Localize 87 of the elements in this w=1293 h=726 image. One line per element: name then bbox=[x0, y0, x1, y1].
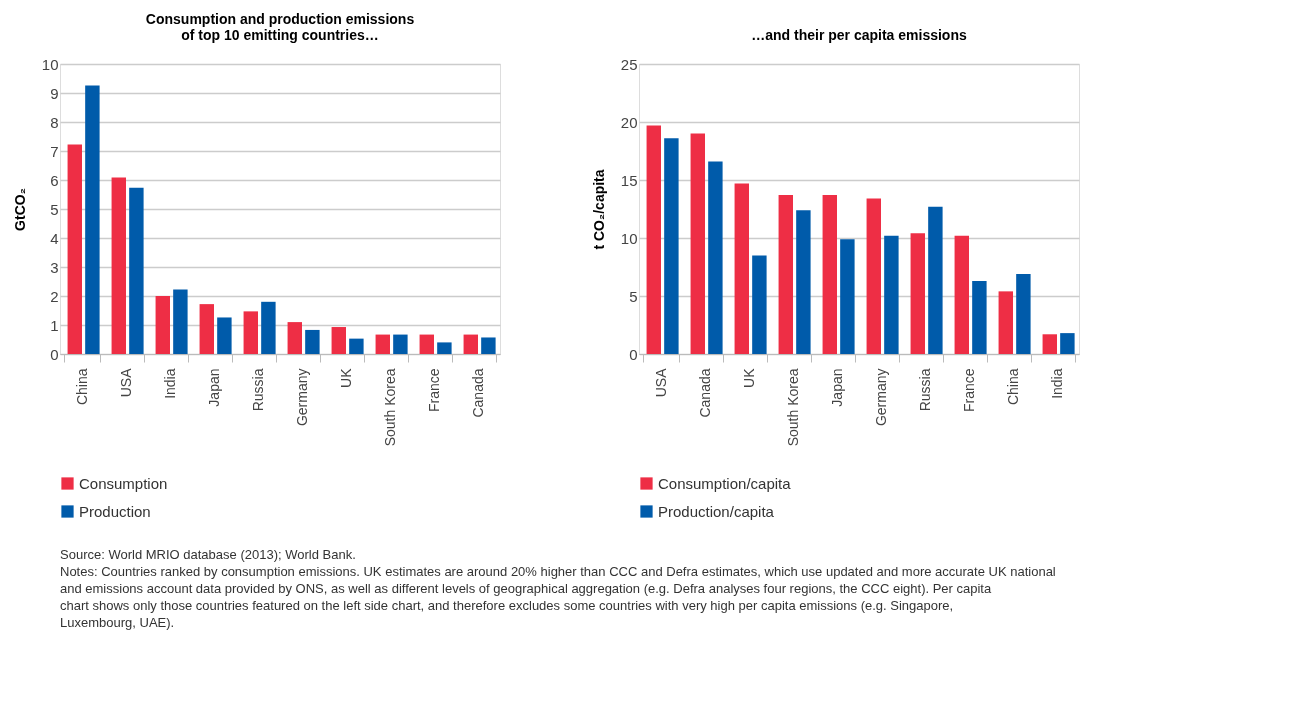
y-tick-label: 7 bbox=[50, 142, 59, 160]
chart-title: Consumption and production emissions of top 10 emitting countries… bbox=[145, 11, 415, 43]
x-tick-label: Germany bbox=[293, 368, 310, 427]
y-tick-label: 9 bbox=[50, 84, 59, 102]
x-tick-label: India bbox=[1048, 368, 1065, 399]
bar bbox=[67, 144, 82, 354]
x-tick-label: China bbox=[73, 368, 90, 406]
x-tick-label: Russia bbox=[249, 368, 266, 412]
x-tick-label: South Korea bbox=[381, 368, 398, 447]
bar bbox=[664, 138, 679, 354]
bar bbox=[866, 198, 881, 354]
x-tick-label: USA bbox=[117, 367, 134, 398]
bar bbox=[111, 177, 126, 354]
bar bbox=[972, 280, 987, 354]
bar bbox=[928, 206, 943, 354]
legend-label: Production bbox=[79, 502, 151, 520]
bar bbox=[419, 334, 434, 354]
legend-label: Production/capita bbox=[658, 502, 775, 520]
bar bbox=[243, 311, 258, 354]
x-tick-label: Germany bbox=[872, 368, 889, 427]
bar bbox=[305, 329, 320, 354]
y-tick-label: 4 bbox=[50, 229, 59, 247]
x-tick-label: UK bbox=[337, 367, 354, 388]
x-tick-label: China bbox=[1004, 368, 1021, 406]
y-tick-label: 1 bbox=[50, 316, 59, 334]
source-note: Source: World MRIO database (2013); World Bank. bbox=[60, 546, 356, 562]
bar bbox=[129, 187, 144, 354]
x-tick-label: USA bbox=[652, 367, 669, 398]
y-tick-label: 20 bbox=[620, 113, 638, 131]
x-tick-label: Japan bbox=[828, 368, 845, 407]
bar bbox=[954, 235, 969, 354]
x-tick-label: India bbox=[161, 368, 178, 399]
bar bbox=[796, 210, 811, 354]
y-tick-label: 2 bbox=[50, 287, 59, 305]
bar bbox=[1016, 273, 1031, 354]
x-tick-label: Russia bbox=[916, 368, 933, 412]
bar bbox=[1042, 334, 1057, 354]
bar bbox=[708, 161, 723, 354]
y-tick-label: 0 bbox=[50, 345, 59, 363]
bar bbox=[349, 338, 364, 354]
x-tick-label: South Korea bbox=[784, 368, 801, 447]
y-tick-label: 5 bbox=[50, 200, 59, 218]
bar bbox=[199, 304, 214, 354]
y-tick-label: 5 bbox=[629, 287, 638, 305]
bar bbox=[734, 183, 749, 354]
text: Notes: Countries ranked by consumption emissions. UK estimates are around 20% higher than CCC and Defra estimates, which use updated and more accurate UK national and emissions account data provided by ONS, as well as different levels of geographical aggregation (e.g. Defra analyses four regions, the CCC eight). Per capita chart shows only those countries featured on the left side chart, and therefore excludes some countries with very high per capita emissions (e.g. Singapore, Luxembourg, UAE). bbox=[60, 563, 1056, 630]
bar bbox=[463, 334, 478, 354]
y-tick-label: 10 bbox=[41, 55, 59, 73]
y-tick-label: 6 bbox=[50, 171, 59, 189]
chart-title: …and their per capita emissions bbox=[751, 27, 967, 43]
bar bbox=[217, 317, 232, 354]
y-axis-title: t CO₂/capita bbox=[590, 169, 607, 250]
y-axis-title: GtCO₂ bbox=[11, 188, 28, 231]
x-tick-label: Canada bbox=[469, 368, 486, 418]
bar bbox=[375, 334, 390, 354]
bar bbox=[261, 301, 276, 354]
bar bbox=[690, 133, 705, 354]
bar bbox=[481, 337, 496, 354]
x-tick-label: France bbox=[960, 368, 977, 413]
bar bbox=[752, 255, 767, 354]
bar bbox=[437, 342, 452, 354]
bar bbox=[287, 322, 302, 354]
bar bbox=[910, 233, 925, 354]
legend-label: Consumption bbox=[79, 474, 168, 492]
bar bbox=[393, 334, 408, 354]
y-tick-label: 10 bbox=[620, 229, 638, 247]
x-tick-label: Japan bbox=[205, 368, 222, 407]
bar bbox=[646, 125, 661, 354]
bar bbox=[778, 195, 793, 354]
y-tick-label: 8 bbox=[50, 113, 59, 131]
x-tick-label: UK bbox=[740, 367, 757, 388]
y-tick-label: 15 bbox=[620, 171, 638, 189]
y-tick-label: 0 bbox=[629, 345, 638, 363]
legend-label: Consumption/capita bbox=[658, 474, 792, 492]
bar bbox=[884, 235, 899, 354]
bar bbox=[173, 289, 188, 354]
y-tick-label: 25 bbox=[620, 55, 638, 73]
x-tick-label: France bbox=[425, 368, 442, 413]
bar bbox=[822, 195, 837, 354]
bar bbox=[155, 296, 170, 354]
y-tick-label: 3 bbox=[50, 258, 59, 276]
bar bbox=[1060, 333, 1075, 354]
bar bbox=[85, 85, 100, 354]
bar bbox=[331, 327, 346, 354]
x-tick-label: Canada bbox=[696, 368, 713, 418]
bar bbox=[840, 239, 855, 354]
bar bbox=[998, 291, 1013, 354]
